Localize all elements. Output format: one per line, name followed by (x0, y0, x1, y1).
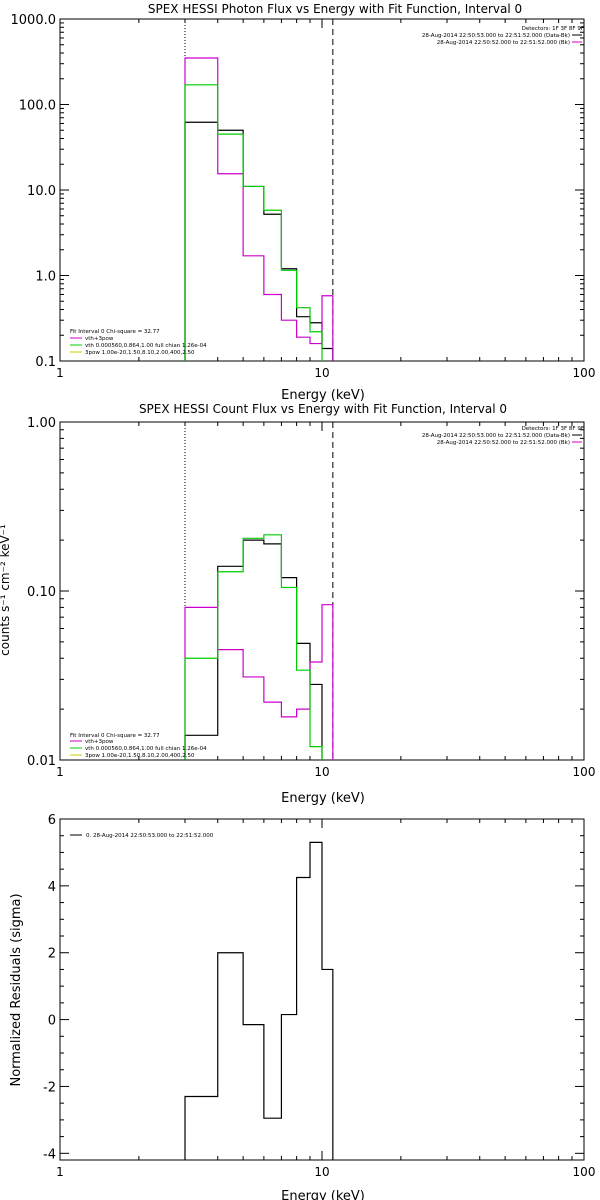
residuals-ylabel: Normalized Residuals (sigma) (9, 893, 24, 1086)
count-flux-series-0 (184, 539, 323, 760)
photon-flux-info-line-data: 28-Aug-2014 22:50:53.000 to 22:51:52.000… (422, 33, 570, 39)
count-flux-fit-func: vth+3pow (85, 739, 114, 745)
residuals-xtick-label: 10 (314, 1165, 329, 1179)
count-flux-detectors: Detectors: 1F 3F 8F 9F (522, 426, 584, 432)
photon-flux-ytick-label: 1.0 (35, 270, 56, 285)
count-flux-xtick-label: 1 (56, 765, 64, 779)
photon-flux-ytick-label: 10.0 (27, 184, 56, 199)
count-flux-series-2 (184, 534, 323, 760)
count-flux-ylabel: counts s⁻¹ cm⁻² keV⁻¹ (0, 524, 12, 656)
count-flux-info-bottom: Fit Interval 0 Chi-square = 32.77 vth+3p… (70, 733, 207, 759)
residuals-xtick-label: 1 (56, 1165, 64, 1179)
photon-flux-series-1 (184, 57, 334, 361)
residuals-ytick-label: 6 (48, 813, 56, 828)
count-flux-series-1 (184, 604, 334, 760)
photon-flux-info-top: Detectors: 1F 3F 8F 9F 28-Aug-2014 22:50… (422, 26, 584, 46)
residuals-legend-text: 0. 28-Aug-2014 22:50:53.000 to 22:51:52.… (86, 833, 214, 839)
count-flux-ytick-label: 1.00 (27, 416, 56, 431)
count-flux-3pow-params: 3pow 1.00e-20,1.50,8.10,2.00,400,2.50 (85, 753, 195, 759)
count-flux-title: SPEX HESSI Count Flux vs Energy with Fit… (139, 402, 507, 416)
residuals-panel: Normalized Residuals (sigma) 1 10 100 -4 -2 0… (9, 813, 595, 1200)
photon-flux-info-line-bk: 28-Aug-2014 22:50:52.000 to 22:51:52.000… (437, 40, 570, 46)
photon-flux-panel: SPEX HESSI Photon Flux vs Energy with Fi… (11, 2, 596, 403)
photon-flux-detectors: Detectors: 1F 3F 8F 9F (522, 26, 584, 32)
residuals-ytick-label: 4 (48, 880, 56, 895)
count-flux-info-top: Detectors: 1F 3F 8F 9F 28-Aug-2014 22:50… (422, 426, 584, 446)
count-flux-xtick-label: 100 (573, 765, 596, 779)
photon-flux-fit-func: vth+3pow (85, 336, 114, 342)
count-flux-info-line-data: 28-Aug-2014 22:50:53.000 to 22:51:52.000… (422, 433, 570, 439)
photon-flux-vth-params: vth 0.000560,0.864,1.00 full chian 1.26e… (85, 343, 207, 349)
count-flux-fit-line: Fit Interval 0 Chi-square = 32.77 (70, 733, 160, 739)
residuals-ytick-label: -2 (43, 1080, 56, 1095)
residuals-xtick-label: 100 (573, 1165, 596, 1179)
photon-flux-fit-line: Fit Interval 0 Chi-square = 32.77 (70, 329, 160, 335)
count-flux-xlabel: Energy (keV) (281, 791, 365, 806)
residuals-xlabel: Energy (keV) (281, 1189, 365, 1200)
residuals-series-0 (184, 841, 334, 1160)
photon-flux-title: SPEX HESSI Photon Flux vs Energy with Fi… (148, 2, 522, 16)
photon-flux-xtick-label: 100 (573, 366, 596, 380)
photon-flux-xtick-label: 1 (56, 366, 64, 380)
residuals-ytick-label: 2 (48, 947, 56, 962)
count-flux-info-line-bk: 28-Aug-2014 22:50:52.000 to 22:51:52.000… (437, 440, 570, 446)
photon-flux-ytick-label: 100.0 (19, 99, 56, 114)
residuals-ytick-label: 0 (48, 1014, 56, 1029)
photon-flux-xtick-label: 10 (314, 366, 329, 380)
count-flux-ytick-label: 0.01 (27, 754, 56, 769)
photon-flux-series-0 (184, 121, 334, 361)
count-flux-ytick-label: 0.10 (27, 585, 56, 600)
count-flux-xtick-label: 10 (314, 765, 329, 779)
count-flux-panel: SPEX HESSI Count Flux vs Energy with Fit… (0, 402, 596, 806)
photon-flux-3pow-params: 3pow 1.00e-20,1.50,8.10,2.00,400,2.50 (85, 350, 195, 356)
residuals-ytick-label: -4 (43, 1147, 56, 1162)
photon-flux-series-2 (184, 84, 323, 361)
photon-flux-ytick-label: 1000.0 (11, 13, 57, 28)
count-flux-vth-params: vth 0.000560,0.864,1.00 full chian 1.26e… (85, 746, 207, 752)
photon-flux-xlabel: Energy (keV) (281, 388, 365, 403)
photon-flux-ytick-label: 0.1 (35, 355, 56, 370)
photon-flux-info-bottom: Fit Interval 0 Chi-square = 32.77 vth+3p… (70, 329, 207, 356)
